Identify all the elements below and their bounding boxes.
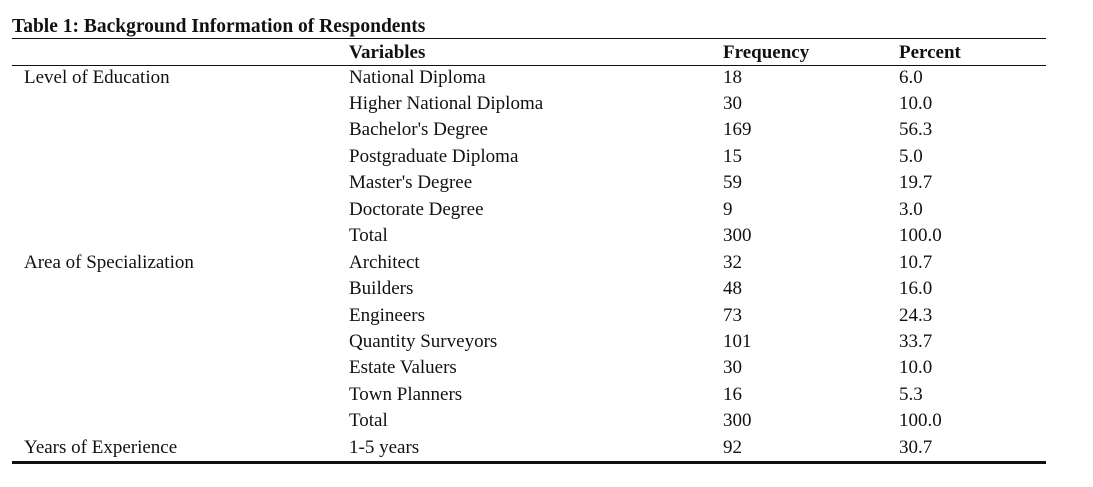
table-header-row: Variables Frequency Percent bbox=[12, 41, 1046, 67]
row-frequency: 73 bbox=[723, 305, 742, 326]
table-row: Higher National Diploma 30 10.0 bbox=[12, 92, 1046, 118]
row-group-label: Level of Education bbox=[24, 67, 170, 88]
table-container: Table 1: Background Information of Respo… bbox=[12, 15, 1046, 464]
table-header-rule bbox=[12, 65, 1046, 66]
row-percent: 5.0 bbox=[899, 146, 923, 167]
table-row: Master's Degree 59 19.7 bbox=[12, 171, 1046, 197]
row-frequency: 101 bbox=[723, 331, 752, 352]
row-percent: 5.3 bbox=[899, 384, 923, 405]
row-frequency: 300 bbox=[723, 225, 752, 246]
row-percent: 19.7 bbox=[899, 172, 933, 193]
row-percent: 33.7 bbox=[899, 331, 933, 352]
row-frequency: 92 bbox=[723, 437, 742, 458]
table-bottom-rule bbox=[12, 461, 1046, 464]
row-percent: 16.0 bbox=[899, 278, 933, 299]
table-row: Bachelor's Degree 169 56.3 bbox=[12, 118, 1046, 144]
row-variable: Total bbox=[349, 410, 388, 431]
row-variable: Quantity Surveyors bbox=[349, 331, 498, 352]
row-variable: Builders bbox=[349, 278, 414, 299]
table-row: Area of Specialization Architect 32 10.7 bbox=[12, 251, 1046, 277]
row-frequency: 169 bbox=[723, 119, 752, 140]
row-variable: Doctorate Degree bbox=[349, 199, 484, 220]
row-variable: Estate Valuers bbox=[349, 357, 457, 378]
table-row: Total 300 100.0 bbox=[12, 409, 1046, 435]
row-frequency: 15 bbox=[723, 146, 742, 167]
row-frequency: 30 bbox=[723, 357, 742, 378]
table-row: Estate Valuers 30 10.0 bbox=[12, 356, 1046, 382]
row-variable: 1-5 years bbox=[349, 437, 420, 458]
row-frequency: 300 bbox=[723, 410, 752, 431]
row-percent: 100.0 bbox=[899, 410, 942, 431]
header-frequency: Frequency bbox=[723, 42, 810, 63]
table-row: Town Planners 16 5.3 bbox=[12, 383, 1046, 409]
table-row: Doctorate Degree 9 3.0 bbox=[12, 198, 1046, 224]
header-percent: Percent bbox=[899, 42, 961, 63]
row-percent: 10.0 bbox=[899, 357, 933, 378]
row-variable: National Diploma bbox=[349, 67, 486, 88]
row-frequency: 59 bbox=[723, 172, 742, 193]
row-variable: Town Planners bbox=[349, 384, 463, 405]
header-variables: Variables bbox=[349, 42, 426, 63]
row-variable: Architect bbox=[349, 252, 420, 273]
row-percent: 100.0 bbox=[899, 225, 942, 246]
row-percent: 3.0 bbox=[899, 199, 923, 220]
row-percent: 56.3 bbox=[899, 119, 933, 140]
row-variable: Postgraduate Diploma bbox=[349, 146, 519, 167]
row-frequency: 18 bbox=[723, 67, 742, 88]
row-percent: 24.3 bbox=[899, 305, 933, 326]
row-variable: Bachelor's Degree bbox=[349, 119, 488, 140]
row-frequency: 32 bbox=[723, 252, 742, 273]
row-percent: 6.0 bbox=[899, 67, 923, 88]
table-top-rule bbox=[12, 38, 1046, 39]
table-row: Level of Education National Diploma 18 6… bbox=[12, 66, 1046, 92]
table-row: Quantity Surveyors 101 33.7 bbox=[12, 330, 1046, 356]
row-group-label: Years of Experience bbox=[24, 437, 178, 458]
row-frequency: 9 bbox=[723, 199, 733, 220]
table-row: Years of Experience 1-5 years 92 30.7 bbox=[12, 436, 1046, 462]
row-variable: Master's Degree bbox=[349, 172, 473, 193]
table-row: Engineers 73 24.3 bbox=[12, 304, 1046, 330]
row-variable: Higher National Diploma bbox=[349, 93, 544, 114]
row-percent: 10.0 bbox=[899, 93, 933, 114]
row-frequency: 16 bbox=[723, 384, 742, 405]
row-variable: Total bbox=[349, 225, 388, 246]
row-frequency: 48 bbox=[723, 278, 742, 299]
table-title: Table 1: Background Information of Respo… bbox=[12, 16, 426, 37]
row-percent: 10.7 bbox=[899, 252, 933, 273]
row-group-label: Area of Specialization bbox=[24, 252, 194, 273]
table-row: Builders 48 16.0 bbox=[12, 277, 1046, 303]
row-variable: Engineers bbox=[349, 305, 425, 326]
table-row: Postgraduate Diploma 15 5.0 bbox=[12, 145, 1046, 171]
row-frequency: 30 bbox=[723, 93, 742, 114]
row-percent: 30.7 bbox=[899, 437, 933, 458]
table-row: Total 300 100.0 bbox=[12, 224, 1046, 250]
